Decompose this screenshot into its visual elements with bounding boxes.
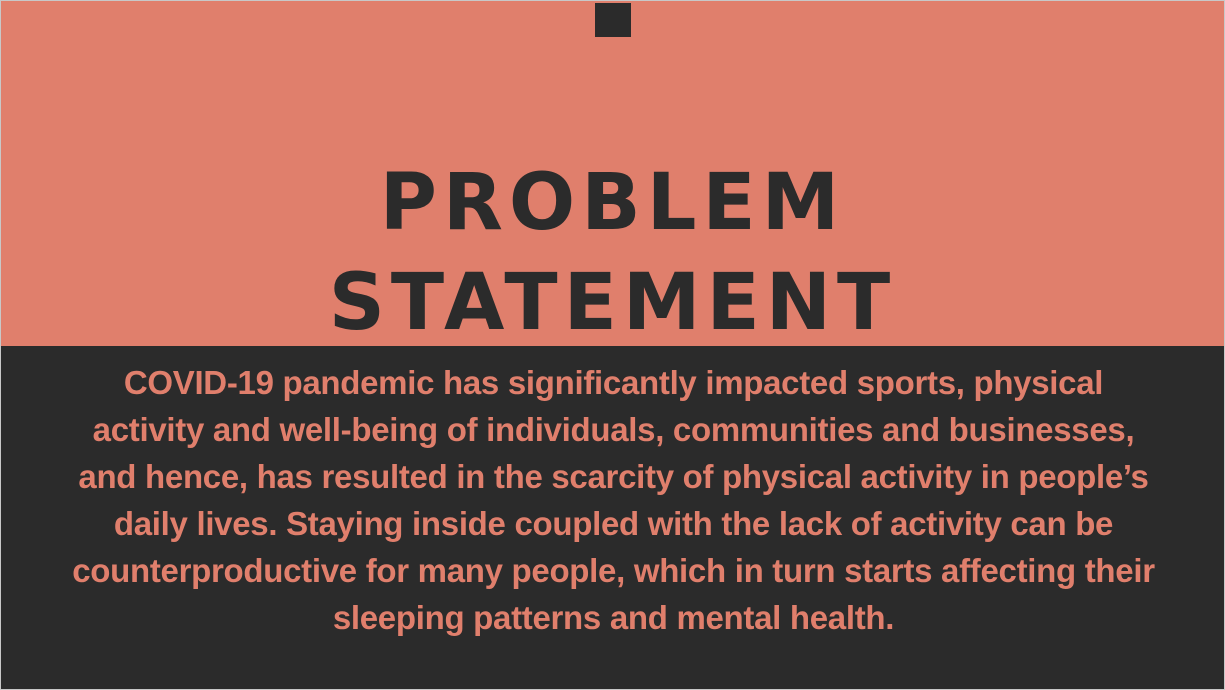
bottom-panel (1, 346, 1224, 689)
title-line-statement: STATEMENT (328, 258, 897, 348)
slide-title: PROBLEM STATEMENT (1, 153, 1224, 353)
top-marker-block (595, 3, 631, 37)
title-line-problem: PROBLEM (379, 158, 846, 248)
problem-description: COVID-19 pandemic has significantly impa… (72, 364, 1155, 636)
top-panel (1, 1, 1224, 346)
